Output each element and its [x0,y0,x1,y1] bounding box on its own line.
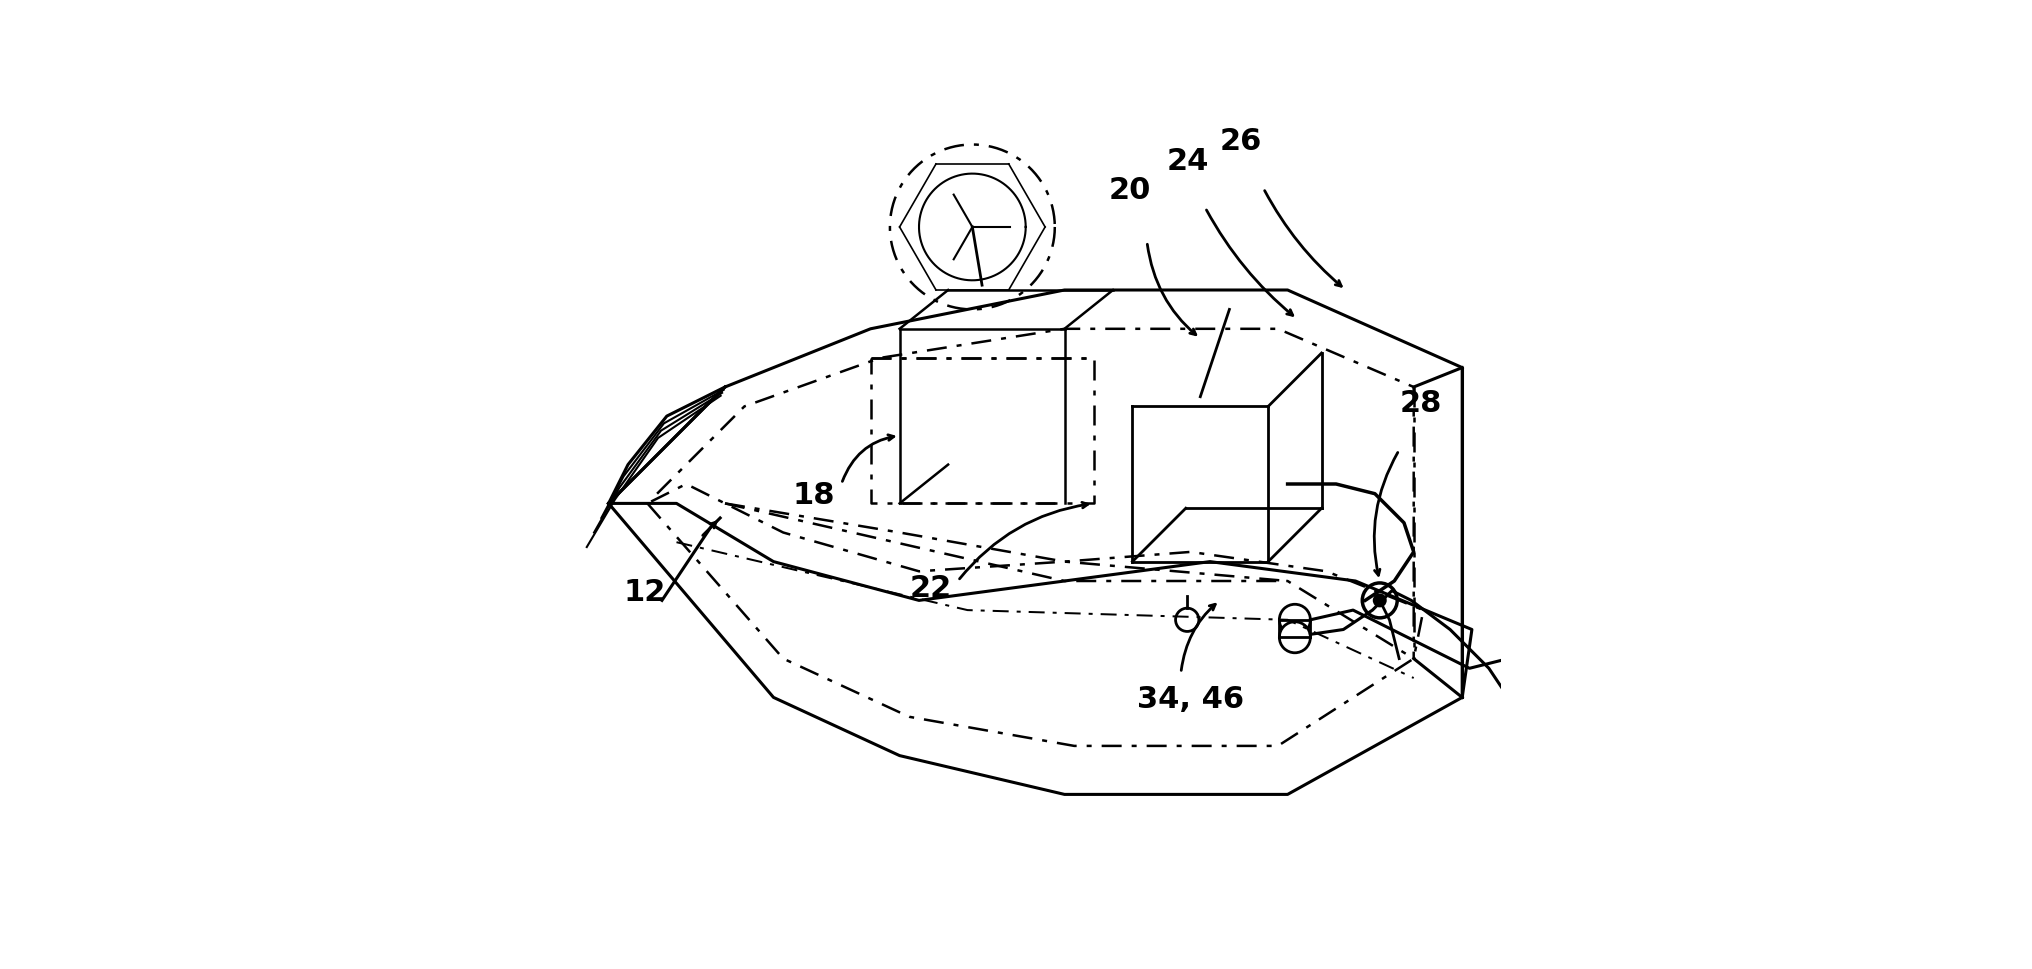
Circle shape [1280,605,1311,636]
Text: 18: 18 [792,481,835,510]
Text: 24: 24 [1166,146,1209,175]
Text: 22: 22 [908,573,951,602]
Circle shape [1280,622,1311,653]
Text: 34, 46: 34, 46 [1138,684,1244,713]
Text: 12: 12 [624,578,666,607]
Text: 28: 28 [1400,389,1441,418]
Circle shape [1361,583,1398,618]
Text: 26: 26 [1219,127,1262,156]
Text: 20: 20 [1107,175,1150,204]
Circle shape [1374,594,1386,608]
